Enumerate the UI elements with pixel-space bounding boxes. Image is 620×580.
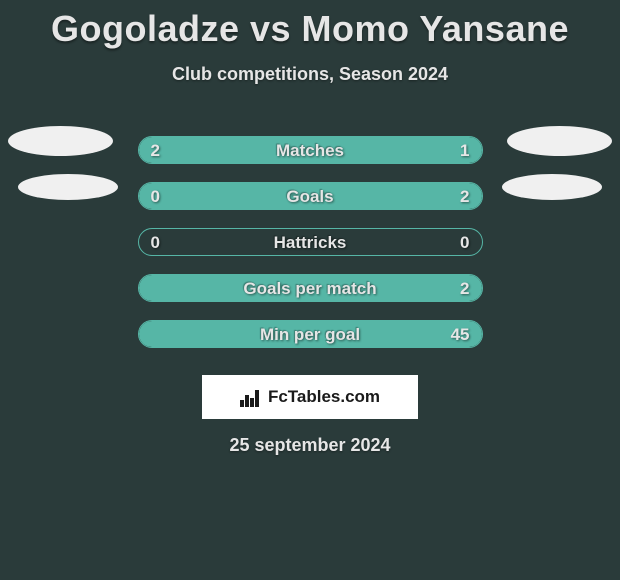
value-right: 45 bbox=[451, 321, 470, 348]
stat-row-hattricks: 0 Hattricks 0 bbox=[0, 219, 620, 265]
stat-label: Hattricks bbox=[139, 229, 482, 256]
subtitle: Club competitions, Season 2024 bbox=[0, 64, 620, 85]
value-left: 0 bbox=[151, 183, 160, 210]
player-right-avatar bbox=[507, 126, 612, 156]
bar-right-fill bbox=[139, 275, 482, 301]
stat-row-goals: 0 Goals 2 bbox=[0, 173, 620, 219]
bar-right-fill bbox=[139, 183, 482, 209]
value-right: 2 bbox=[460, 183, 469, 210]
value-right: 2 bbox=[460, 275, 469, 302]
bar-goals: 0 Goals 2 bbox=[138, 182, 483, 210]
bar-left-fill bbox=[139, 137, 365, 163]
date-text: 25 september 2024 bbox=[0, 435, 620, 456]
player-right-avatar-2 bbox=[502, 174, 602, 200]
bar-right-fill bbox=[139, 321, 482, 347]
fctables-icon bbox=[240, 387, 262, 407]
branding-box: FcTables.com bbox=[202, 375, 418, 419]
value-left: 0 bbox=[151, 229, 160, 256]
stats-container: 2 Matches 1 0 Goals 2 0 Hattricks 0 bbox=[0, 127, 620, 357]
bar-goals-per-match: Goals per match 2 bbox=[138, 274, 483, 302]
branding-text: FcTables.com bbox=[268, 387, 380, 407]
stat-row-goals-per-match: Goals per match 2 bbox=[0, 265, 620, 311]
player-left-avatar-2 bbox=[18, 174, 118, 200]
player-left-avatar bbox=[8, 126, 113, 156]
stat-row-matches: 2 Matches 1 bbox=[0, 127, 620, 173]
bar-hattricks: 0 Hattricks 0 bbox=[138, 228, 483, 256]
page-title: Gogoladze vs Momo Yansane bbox=[0, 0, 620, 50]
value-left: 2 bbox=[151, 137, 160, 164]
bar-matches: 2 Matches 1 bbox=[138, 136, 483, 164]
value-right: 0 bbox=[460, 229, 469, 256]
bar-min-per-goal: Min per goal 45 bbox=[138, 320, 483, 348]
stat-row-min-per-goal: Min per goal 45 bbox=[0, 311, 620, 357]
value-right: 1 bbox=[460, 137, 469, 164]
